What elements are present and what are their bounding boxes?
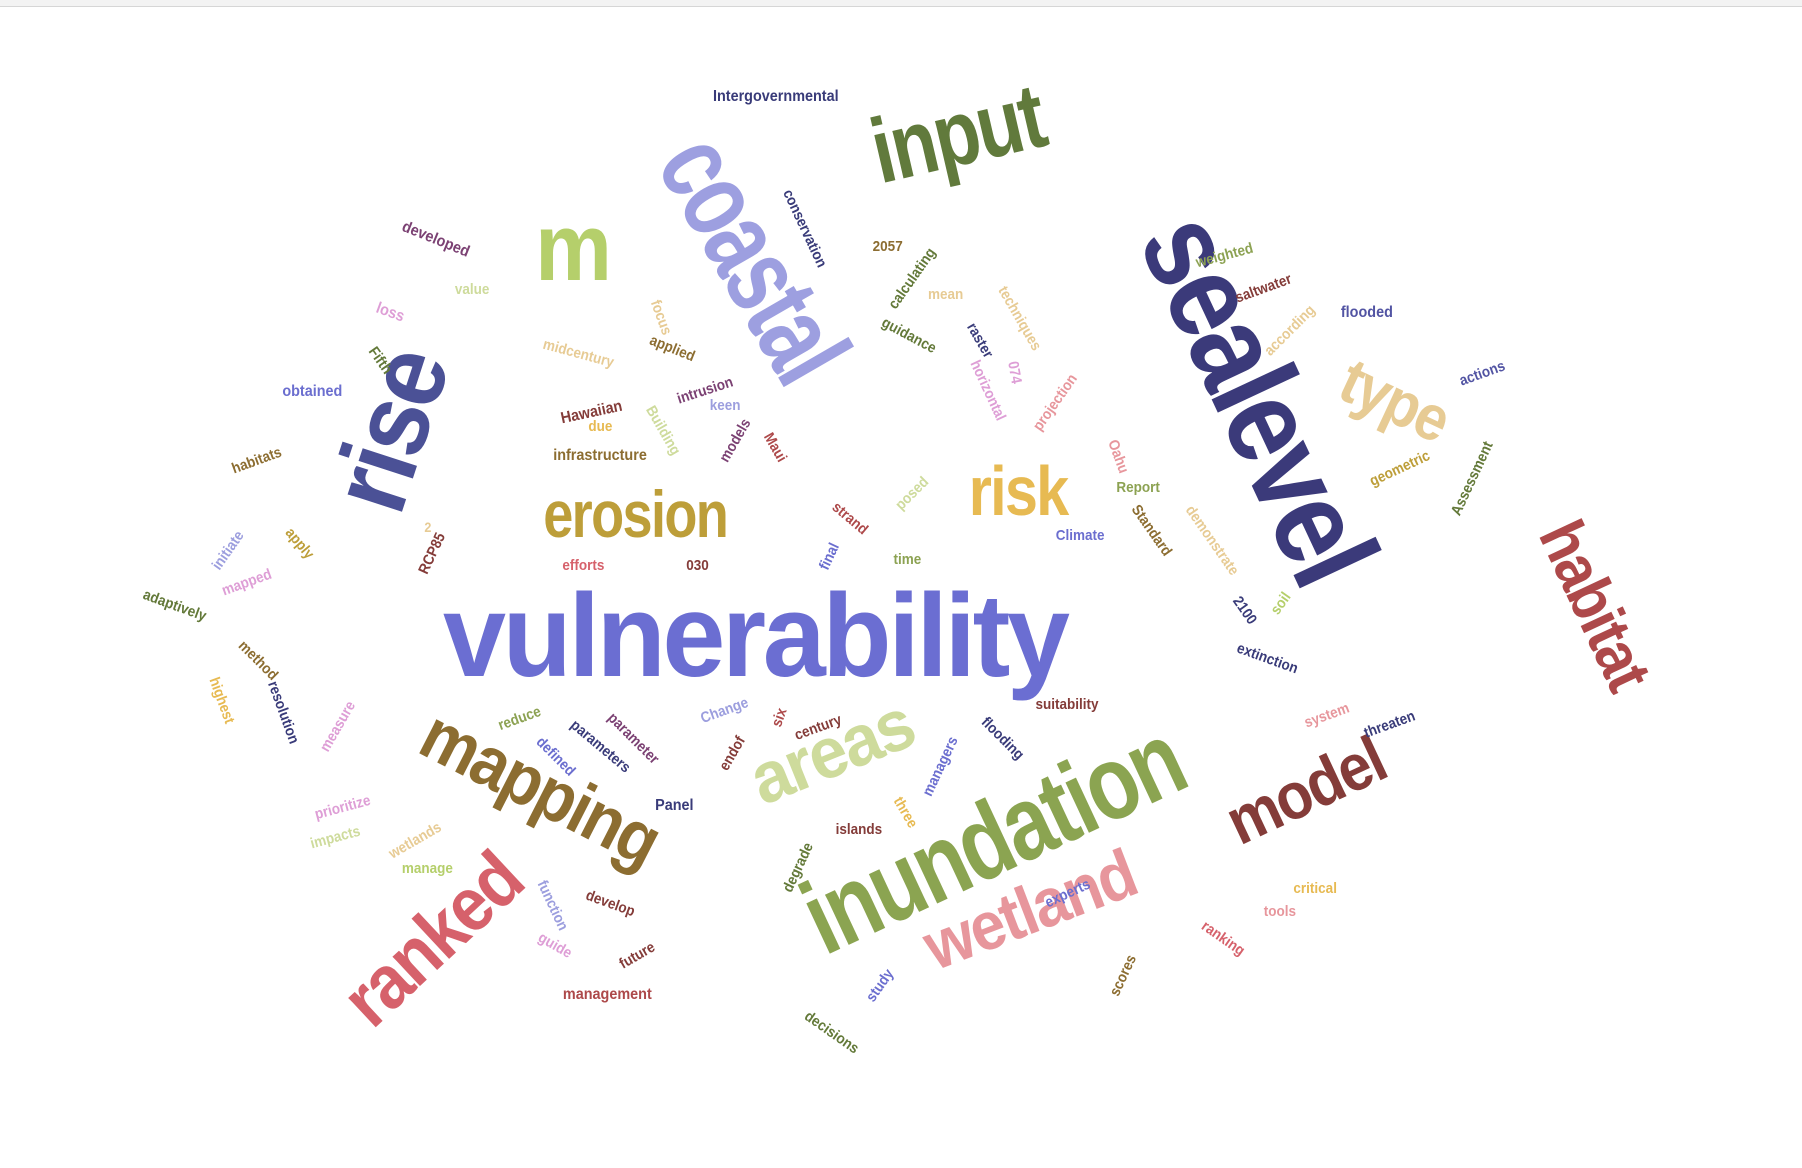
cloud-word: six [767,705,791,729]
cloud-word: due [587,417,612,435]
cloud-word: 2057 [872,237,904,255]
cloud-word: techniques [994,282,1046,354]
cloud-word: Intergovernmental [713,88,839,105]
cloud-word: 2 [424,519,432,535]
cloud-word: reduce [496,702,544,734]
cloud-word: actions [1456,356,1508,390]
cloud-word: midcentury [540,335,616,371]
cloud-word: m [534,194,612,301]
cloud-word: value [454,280,490,298]
cloud-word: projection [1029,370,1081,434]
cloud-word: developed [399,218,473,261]
cloud-word: efforts [561,556,604,574]
cloud-word: wetlands [385,818,445,862]
cloud-word: islands [835,820,883,838]
cloud-word: managers [918,733,962,799]
cloud-word: guidance [878,313,940,357]
cloud-word: resolution [263,678,303,746]
cloud-word: function [534,877,572,933]
cloud-word: suitability [1035,695,1099,713]
cloud-word: habitat [1524,509,1665,701]
cloud-word: erosion [542,477,729,551]
cloud-word: apply [282,524,318,562]
cloud-word: keen [709,396,741,414]
cloud-word: infrastructure [553,447,647,464]
cloud-word: Climate [1055,526,1105,544]
cloud-word: obtained [281,383,342,400]
cloud-word: scores [1106,951,1140,999]
cloud-word: impacts [308,822,362,852]
cloud-word: tools [1263,902,1297,920]
cloud-word: Maui [759,429,791,465]
cloud-word: applied [646,331,698,365]
cloud-word: model [1214,721,1396,859]
cloud-word: time [893,550,921,568]
cloud-word: mean [928,285,964,303]
cloud-word: extinction [1234,639,1300,677]
cloud-word: Assessment [1447,438,1497,518]
cloud-word: measure [316,697,360,755]
cloud-word: geometric [1367,446,1433,490]
cloud-word: study [862,965,898,1005]
cloud-word: final [815,539,843,573]
cloud-word: threaten [1362,706,1418,742]
cloud-word: 2100 [1229,592,1261,628]
cloud-word: risk [968,452,1070,530]
cloud-word: habitats [229,443,285,477]
cloud-word: loss [373,299,407,326]
cloud-word: Oahu [1104,436,1132,476]
cloud-word: flooded [1340,304,1393,321]
cloud-word: posed [891,472,933,514]
cloud-word: decisions [801,1007,863,1057]
cloud-word: 074 [1004,359,1026,385]
cloud-word: future [616,938,658,972]
cloud-word: management [562,986,652,1003]
cloud-word: raster [963,319,997,361]
cloud-word: prioritize [313,791,373,823]
cloud-word: highest [205,674,239,726]
cloud-word: system [1302,699,1352,731]
cloud-word: Panel [654,797,694,814]
cloud-word: input [861,64,1053,204]
cloud-word: horizontal [966,357,1010,423]
cloud-word: flooding [978,713,1028,763]
cloud-word: ranking [1198,917,1248,959]
cloud-word: guide [535,928,575,962]
cloud-word: Building [642,402,684,458]
cloud-word: strand [828,498,872,538]
cloud-word: demonstrate [1181,501,1243,579]
cloud-word: models [715,415,755,465]
cloud-word: develop [583,886,637,920]
window-top-edge [0,0,1802,7]
cloud-word: 030 [686,556,710,574]
cloud-word: mapped [219,565,275,599]
cloud-word: Standard [1128,501,1176,559]
cloud-word: critical [1293,879,1337,897]
cloud-word: initiate [208,527,248,573]
cloud-word: focus [646,297,676,337]
cloud-word: Report [1116,478,1160,496]
cloud-word: adaptively [141,585,209,625]
cloud-word: method [234,636,282,684]
cloud-word: manage [401,859,453,877]
cloud-word: vulnerability [443,570,1070,702]
